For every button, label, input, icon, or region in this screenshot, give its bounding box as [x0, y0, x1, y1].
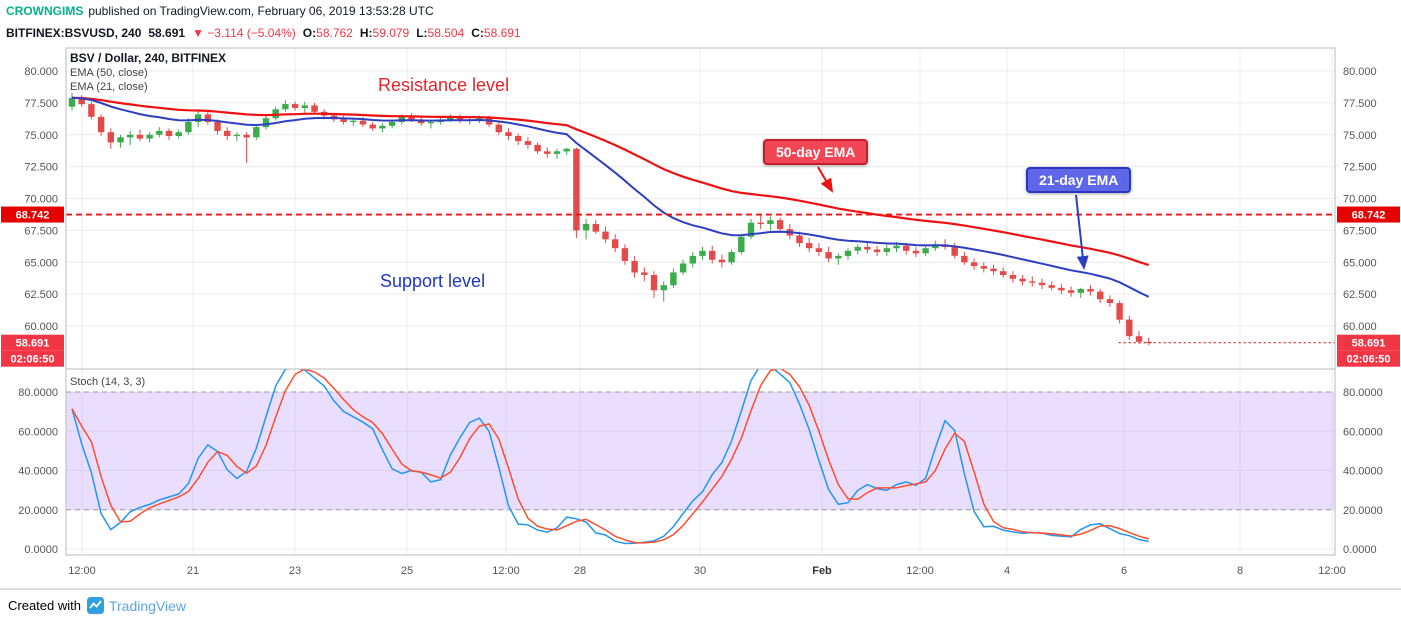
svg-text:6: 6: [1121, 565, 1127, 577]
svg-text:80.000: 80.000: [1343, 66, 1377, 78]
svg-text:30: 30: [694, 565, 706, 577]
svg-text:28: 28: [574, 565, 586, 577]
legend-ema21: EMA (21, close): [70, 81, 148, 93]
svg-text:65.000: 65.000: [24, 257, 58, 269]
svg-text:4: 4: [1004, 565, 1010, 577]
svg-text:67.500: 67.500: [24, 225, 58, 237]
last-price-axis-tag: 58.691 58.691: [1, 334, 1400, 351]
svg-text:0.0000: 0.0000: [24, 544, 58, 556]
chart-legend-title: BSV / Dollar, 240, BITFINEX: [70, 51, 227, 65]
svg-text:02:06:50: 02:06:50: [10, 354, 54, 366]
svg-text:40.0000: 40.0000: [18, 466, 58, 478]
svg-text:70.000: 70.000: [24, 194, 58, 206]
ema50-callout-arrow: [817, 166, 834, 193]
tradingview-brand-text: TradingView: [108, 597, 187, 614]
last-price: 58.691: [148, 26, 186, 40]
svg-text:12:00: 12:00: [492, 565, 520, 577]
svg-text:12:00: 12:00: [906, 565, 934, 577]
svg-text:60.0000: 60.0000: [18, 426, 58, 438]
svg-text:68.742: 68.742: [16, 210, 50, 222]
close-value: 58.691: [483, 26, 521, 40]
ema21-line: [71, 96, 1150, 298]
low-label: L:: [416, 26, 428, 40]
stoch-indicator-label: Stoch (14, 3, 3): [70, 376, 146, 388]
svg-text:72.500: 72.500: [1343, 162, 1377, 174]
chart-area: 80.000 80.000 77.500 77.500 75.000 75.000 72.5…: [0, 44, 1401, 590]
published-text: published on TradingView.com, February 0…: [88, 4, 434, 18]
svg-text:12:00: 12:00: [68, 565, 96, 577]
footer-bar: Created with TradingView: [0, 590, 1401, 621]
svg-text:23: 23: [289, 565, 301, 577]
ohlc-high: H:59.079: [360, 26, 409, 40]
svg-text:77.500: 77.500: [1343, 98, 1377, 110]
bar-countdown-tag: 02:06:50 02:06:50: [1, 350, 1400, 367]
high-value: 59.079: [372, 26, 410, 40]
svg-text:80.0000: 80.0000: [1343, 387, 1383, 399]
svg-text:75.000: 75.000: [24, 130, 58, 142]
svg-text:60.0000: 60.0000: [1343, 426, 1383, 438]
svg-text:68.742: 68.742: [1352, 210, 1386, 222]
resistance-level-label: Resistance level: [378, 75, 510, 95]
svg-text:60.000: 60.000: [24, 321, 58, 333]
ohlc-close: C:58.691: [471, 26, 520, 40]
publisher-name: CROWNGIMS: [6, 4, 84, 18]
tradingview-icon: [86, 597, 104, 614]
svg-text:62.500: 62.500: [24, 289, 58, 301]
publish-info-bar: CROWNGIMS published on TradingView.com, …: [0, 0, 1401, 22]
svg-text:20.0000: 20.0000: [1343, 505, 1383, 517]
price-axis-labels: 80.000 80.000 77.500 77.500 75.000 75.000 72.5…: [18, 66, 1383, 556]
pane-borders: [0, 47, 1401, 590]
svg-text:58.691: 58.691: [16, 338, 50, 350]
svg-text:58.691: 58.691: [1352, 338, 1386, 350]
ohlc-open: O:58.762: [303, 26, 353, 40]
svg-text:70.000: 70.000: [1343, 194, 1377, 206]
svg-text:12:00: 12:00: [1318, 565, 1346, 577]
candles-group: [68, 92, 1152, 346]
svg-text:21: 21: [187, 565, 199, 577]
stoch-band: [66, 391, 1335, 511]
stoch-k-line: [71, 369, 1149, 545]
ema21-callout: 21-day EMA: [1026, 167, 1132, 193]
resistance-axis-tag: 68.742 68.742: [1, 206, 1400, 223]
ohlc-low: L:58.504: [416, 26, 464, 40]
svg-text:75.000: 75.000: [1343, 130, 1377, 142]
high-label: H:: [359, 26, 373, 40]
legend-ema50: EMA (50, close): [70, 67, 148, 79]
svg-text:Feb: Feb: [812, 565, 832, 577]
created-with-text: Created with: [8, 598, 81, 613]
ema21-callout-arrow: [1075, 194, 1089, 270]
svg-text:02:06:50: 02:06:50: [1346, 354, 1390, 366]
svg-text:40.0000: 40.0000: [1343, 466, 1383, 478]
symbol-info-bar: BITFINEX:BSVUSD, 240 58.691 ▼ −3.114 (−5…: [0, 22, 1401, 44]
time-axis-labels: 12:00 21 23 25 12:00 28 30 Feb 12:00 4 6 8 12:00: [68, 565, 1346, 577]
ema50-line: [71, 96, 1150, 267]
svg-text:60.000: 60.000: [1343, 321, 1377, 333]
svg-text:8: 8: [1237, 565, 1243, 577]
support-level-label: Support level: [380, 271, 486, 291]
open-label: O:: [302, 26, 317, 40]
svg-text:67.500: 67.500: [1343, 225, 1377, 237]
stoch-d-line: [71, 369, 1149, 544]
ema50-callout: 50-day EMA: [763, 139, 869, 165]
svg-text:72.500: 72.500: [24, 162, 58, 174]
low-value: 58.504: [427, 26, 465, 40]
svg-text:0.0000: 0.0000: [1343, 544, 1377, 556]
chart-canvas[interactable]: 80.000 80.000 77.500 77.500 75.000 75.000 72.5…: [0, 44, 1401, 590]
svg-text:20.0000: 20.0000: [18, 505, 58, 517]
svg-text:80.000: 80.000: [24, 66, 58, 78]
tradingview-logo[interactable]: TradingView: [86, 597, 187, 614]
open-value: 58.762: [316, 26, 353, 40]
svg-text:77.500: 77.500: [24, 98, 58, 110]
svg-text:25: 25: [401, 565, 413, 577]
price-change: ▼ −3.114 (−5.04%): [192, 26, 296, 40]
symbol-name: BITFINEX:BSVUSD, 240: [6, 26, 142, 40]
close-label: C:: [471, 26, 484, 40]
svg-text:65.000: 65.000: [1343, 257, 1377, 269]
svg-text:80.0000: 80.0000: [18, 387, 58, 399]
svg-text:62.500: 62.500: [1343, 289, 1377, 301]
